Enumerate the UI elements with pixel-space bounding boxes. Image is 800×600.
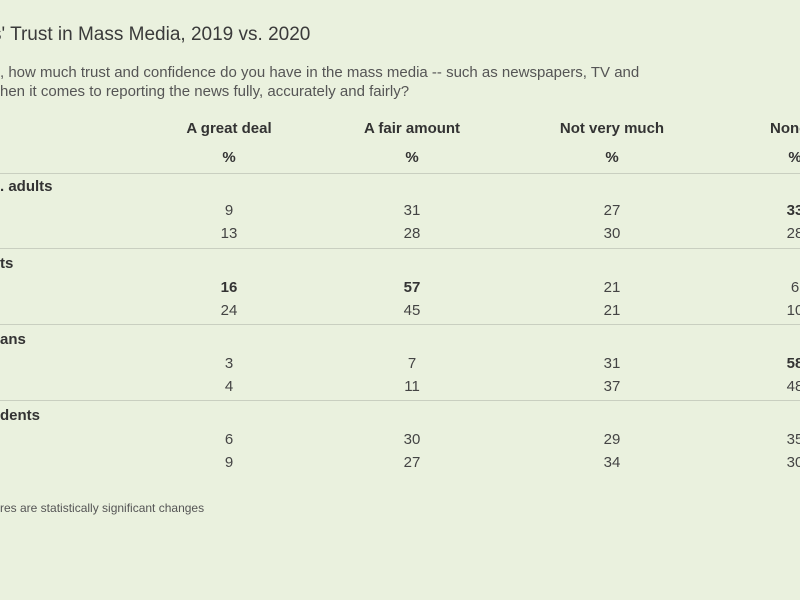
table-cell: 3 [224,355,234,372]
question-line: , how much trust and confidence do you h… [0,64,640,81]
table-cell: 6 [790,279,800,296]
column-header: Not very much [559,120,665,137]
table-cell: 10 [786,302,800,319]
table-cell: 4 [224,378,234,395]
table-cell: 37 [603,378,621,395]
table-cell: 28 [786,225,800,242]
group-label: ans [0,331,26,348]
table-cell: 9 [224,454,234,471]
group-divider [0,248,800,249]
group-divider [0,173,800,174]
column-unit: % [605,149,619,166]
column-header: A fair amount [363,120,461,137]
survey-question: , how much trust and confidence do you h… [0,63,690,101]
table-cell: 24 [220,302,238,319]
column-unit: % [222,149,236,166]
table-cell: 31 [603,355,621,372]
table-cell: 34 [603,454,621,471]
table-cell: 57 [403,279,421,296]
table-cell: 21 [603,279,621,296]
table-cell: 29 [603,431,621,448]
table-cell: 21 [603,302,621,319]
table-cell: 11 [404,378,420,395]
footnote: res are statistically significant change… [0,501,205,515]
table-cell: 27 [403,454,421,471]
table-cell: 13 [220,225,238,242]
column-unit: % [405,149,419,166]
table-cell: 48 [786,378,800,395]
table-cell: 6 [224,431,234,448]
question-line: hen it comes to reporting the news fully… [0,83,410,100]
group-label: ts [0,255,14,272]
table-cell: 30 [603,225,621,242]
group-divider [0,324,800,325]
group-label: . adults [0,178,53,195]
table-cell: 30 [403,431,421,448]
chart-title: s' Trust in Mass Media, 2019 vs. 2020 [0,24,311,45]
table-cell: 16 [220,279,238,296]
table-cell: 27 [603,202,621,219]
table-cell: 30 [786,454,800,471]
column-header: A great deal [186,120,272,137]
table-cell: 7 [407,355,417,372]
table-cell: 28 [403,225,421,242]
group-divider [0,400,800,401]
column-unit: % [788,149,800,166]
table-cell: 58 [786,355,800,372]
table-cell: 33 [786,202,800,219]
table-cell: 31 [403,202,421,219]
table-cell: 35 [786,431,800,448]
table-cell: 9 [224,202,234,219]
column-header: None a [769,120,800,137]
table-cell: 45 [403,302,421,319]
group-label: dents [0,407,41,424]
